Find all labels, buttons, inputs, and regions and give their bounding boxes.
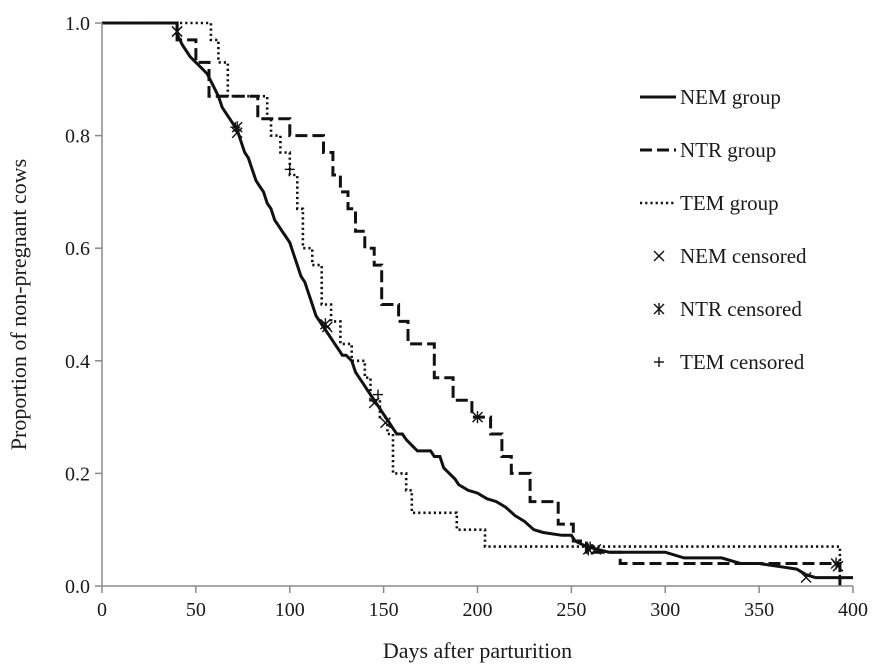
- y-ticks: 0.0 0.2 0.4 0.6 0.8 1.0: [65, 13, 102, 598]
- legend-item-nem-censored: NEM censored: [653, 244, 807, 268]
- legend-label: NTR censored: [680, 297, 802, 321]
- censor-mark-ntr-censored: [319, 318, 331, 331]
- y-tick-label: 0.8: [65, 126, 90, 148]
- censor-mark-nem-censored: [800, 572, 812, 584]
- legend-item-tem-group: TEM group: [640, 191, 779, 215]
- y-tick-label: 0.6: [65, 238, 90, 260]
- legend-label: TEM censored: [680, 350, 805, 374]
- legend-item-nem-group: NEM group: [640, 85, 781, 109]
- legend: NEM group NTR group TEM group NEM censored N…: [640, 85, 807, 374]
- censor-mark-nem-censored: [368, 397, 380, 409]
- x-axis-title: Days after parturition: [383, 638, 572, 663]
- y-tick-label: 0.0: [65, 576, 90, 598]
- y-tick-label: 0.2: [65, 463, 90, 485]
- x-tick-label: 150: [369, 599, 399, 621]
- x-tick-label: 350: [744, 599, 774, 621]
- x-tick-label: 100: [275, 599, 305, 621]
- legend-item-ntr-group: NTR group: [640, 138, 776, 162]
- series-line-ntr-group: [102, 21, 842, 586]
- censor-mark-tem-censored: [284, 164, 295, 175]
- legend-label: TEM group: [680, 191, 779, 215]
- x-tick-label: 300: [650, 599, 680, 621]
- x-tick-label: 0: [97, 599, 107, 621]
- y-tick-label: 0.4: [65, 351, 90, 373]
- censor-mark-tem-censored: [230, 122, 241, 133]
- x-tick-label: 400: [838, 599, 868, 621]
- axes: 0 50 100 150 200 250 300 350 400 0.0 0.2 0.4 0.6 0.8…: [6, 13, 868, 663]
- censor-layer: [171, 25, 844, 584]
- legend-label: NTR group: [680, 138, 776, 162]
- x-tick-label: 200: [463, 599, 493, 621]
- legend-label: NEM group: [680, 85, 781, 109]
- legend-marker: [653, 250, 665, 262]
- censor-mark-ntr-censored: [171, 25, 183, 38]
- legend-item-ntr-censored: NTR censored: [653, 297, 802, 321]
- censor-mark-tem-censored: [372, 389, 383, 400]
- censor-mark-tem-censored: [585, 541, 596, 552]
- plot-area: [102, 21, 853, 586]
- legend-item-tem-censored: TEM censored: [654, 350, 805, 374]
- x-tick-label: 250: [556, 599, 586, 621]
- censor-mark-nem-censored: [380, 417, 391, 429]
- x-tick-label: 50: [186, 599, 206, 621]
- legend-marker: [653, 303, 665, 315]
- legend-label: NEM censored: [680, 244, 807, 268]
- y-tick-label: 1.0: [65, 13, 90, 35]
- x-ticks: 0 50 100 150 200 250 300 350 400: [97, 586, 868, 621]
- y-axis-title: Proportion of non-pregnant cows: [6, 159, 31, 450]
- legend-marker: [654, 357, 664, 367]
- series-line-tem-group: [102, 21, 842, 586]
- censor-mark-ntr-censored: [830, 557, 842, 570]
- censor-mark-ntr-censored: [472, 411, 483, 424]
